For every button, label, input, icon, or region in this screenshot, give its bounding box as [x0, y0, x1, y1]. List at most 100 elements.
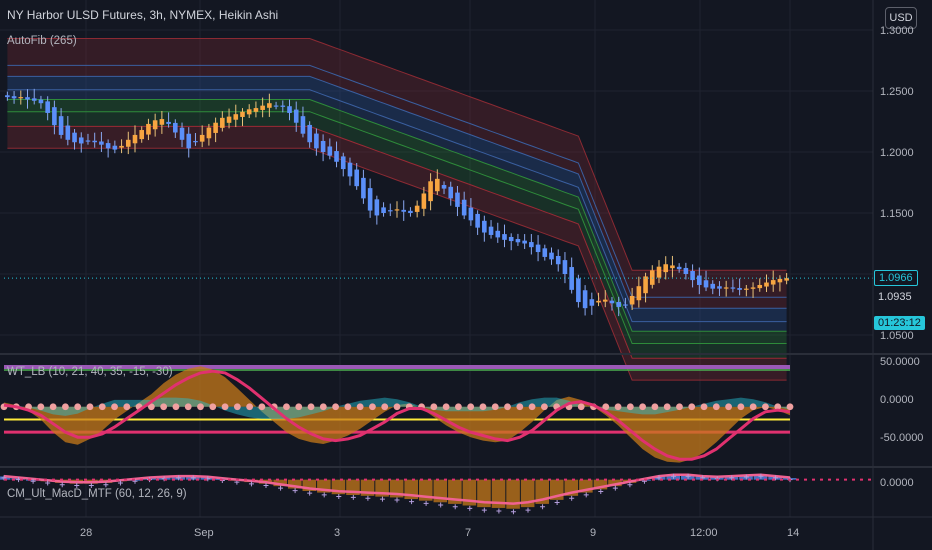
candle-body-74: [502, 234, 507, 240]
candle-body-44: [300, 116, 306, 134]
macd-signal-mark-25: [365, 495, 371, 501]
macd-signal-mark-23: [336, 494, 342, 500]
macd-signal-mark-34: [496, 508, 502, 514]
wt-dot-4: [49, 403, 57, 411]
candle-body-25: [173, 122, 178, 133]
candle-body-60: [408, 210, 413, 213]
wt-dot-39: [479, 403, 487, 411]
candle-body-50: [340, 156, 346, 170]
macd-signal-mark-4: [59, 482, 65, 488]
wt-dot-62: [762, 403, 769, 411]
last-price-tag: 1.0966: [874, 270, 918, 286]
wt-tick-1: 50.0000: [880, 356, 920, 368]
candle-body-33: [226, 116, 232, 123]
candle-body-20: [139, 130, 145, 140]
wt-dot-18: [221, 403, 229, 411]
wt-dot-12: [147, 403, 155, 411]
wt-dot-63: [774, 403, 782, 411]
candle-body-104: [703, 280, 709, 288]
fib-level-7: [7, 147, 787, 381]
candle-body-113: [764, 282, 769, 287]
candle-body-32: [220, 117, 225, 128]
candle-body-84: [569, 267, 574, 290]
time-label-1: 28: [80, 527, 93, 539]
time-label-3: 3: [334, 527, 341, 539]
wt-dot-37: [455, 403, 462, 411]
wt-dot-19: [233, 403, 241, 411]
candle-body-72: [488, 226, 494, 235]
wt-dot-5: [62, 403, 69, 411]
candle-body-108: [730, 287, 736, 289]
candle-body-91: [616, 301, 621, 307]
candle-body-71: [482, 220, 487, 233]
wt-dot-25: [307, 403, 315, 411]
candle-body-101: [683, 267, 689, 274]
wt-dot-9: [111, 403, 118, 411]
second-price-tag: 1.0935: [874, 290, 916, 304]
wt-tick-2: 0.0000: [880, 394, 914, 406]
candle-body-54: [367, 188, 373, 211]
wt-dot-57: [700, 403, 708, 411]
macd-hist-31: [448, 479, 462, 504]
macd-signal-mark-43: [627, 482, 633, 488]
wt-dot-27: [332, 403, 339, 411]
wt-dot-16: [197, 403, 204, 411]
macd-signal-mark-42: [612, 485, 618, 491]
price-tick-2: 1.2500: [880, 86, 914, 98]
macd-signal-mark-26: [379, 496, 385, 502]
candle-body-90: [609, 300, 615, 304]
wt-diff-area: [4, 397, 790, 419]
macd-signal-mark-17: [248, 481, 254, 487]
currency-button[interactable]: USD: [885, 7, 917, 29]
wt-dot-10: [123, 403, 131, 411]
price-tick-6: 1.0500: [880, 330, 914, 342]
wt-dot-36: [442, 403, 450, 411]
candle-body-38: [260, 105, 265, 110]
candle-body-46: [314, 133, 319, 149]
wt-line: [3, 369, 791, 461]
wt-dot-35: [430, 403, 438, 411]
candle-body-99: [670, 265, 675, 269]
wt-dot-6: [74, 403, 82, 411]
candle-body-2: [18, 97, 24, 99]
wt-dot-59: [725, 403, 732, 411]
wt-dot-15: [184, 403, 192, 411]
candle-body-94: [636, 286, 642, 301]
candle-body-107: [723, 287, 729, 289]
time-label-7: 14: [787, 527, 800, 539]
macd-signal-mark-3: [45, 480, 51, 486]
candle-body-89: [602, 299, 608, 302]
candle-body-100: [676, 266, 682, 270]
wt-dot-53: [651, 403, 659, 411]
candle-body-64: [435, 178, 440, 192]
macd-signal-mark-36: [525, 507, 531, 513]
fib-band-5: [7, 126, 787, 381]
macd-signal-mark-5: [74, 483, 80, 489]
wt-dot-32: [393, 403, 401, 411]
candle-body-23: [159, 119, 165, 125]
wt-dot-23: [283, 403, 290, 411]
macd-label[interactable]: CM_Ult_MacD_MTF (60, 12, 26, 9): [7, 488, 187, 500]
candle-body-53: [361, 177, 366, 199]
wt-label[interactable]: WT_LB (10, 21, 40, 35, -15, -30): [7, 366, 173, 378]
macd-signal-mark-20: [292, 488, 298, 494]
candle-body-66: [448, 186, 454, 199]
candle-body-67: [455, 192, 460, 207]
macd-hist-35: [506, 479, 520, 509]
candle-body-31: [213, 122, 218, 133]
candle-body-109: [737, 288, 742, 290]
candle-body-52: [354, 169, 359, 187]
candle-body-15: [105, 143, 111, 149]
macd-signal-mark-13: [190, 475, 196, 481]
candle-body-4: [31, 98, 37, 101]
candle-body-8: [58, 116, 64, 135]
candle-body-115: [777, 278, 783, 283]
candle-body-62: [421, 193, 427, 209]
price-tick-4: 1.1500: [880, 208, 914, 220]
candle-body-97: [656, 266, 662, 278]
wt-dot-55: [676, 403, 683, 411]
candle-body-112: [757, 284, 763, 289]
autofib-label[interactable]: AutoFib (265): [7, 35, 77, 47]
